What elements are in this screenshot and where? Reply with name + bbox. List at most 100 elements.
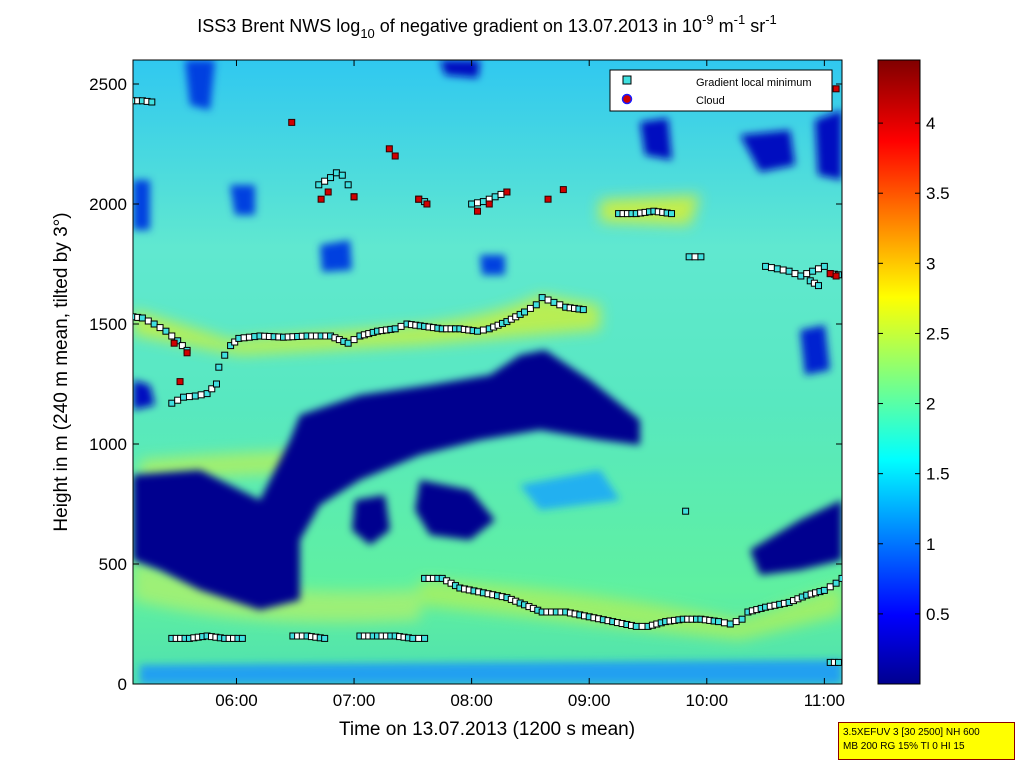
gradient-min-marker	[479, 198, 487, 206]
gradient-min-marker	[227, 342, 235, 350]
gradient-min-marker	[474, 199, 482, 207]
gradient-min-marker	[168, 399, 176, 407]
gradient-min-marker	[720, 619, 728, 627]
cloud-marker	[474, 207, 482, 215]
colorbar-tick-label: 1	[926, 535, 935, 554]
gradient-min-marker	[521, 308, 529, 316]
gradient-min-marker	[474, 327, 482, 335]
gradient-min-marker	[732, 618, 740, 626]
gradient-min-marker	[556, 301, 564, 309]
gradient-min-marker	[785, 267, 793, 275]
gradient-min-marker	[344, 181, 352, 189]
gradient-min-marker	[773, 265, 781, 273]
gradient-min-marker	[791, 270, 799, 278]
legend: Gradient local minimum Cloud	[609, 69, 833, 112]
y-tick-label: 1000	[89, 435, 127, 454]
cloud-marker	[544, 195, 552, 203]
gradient-min-marker	[168, 332, 176, 340]
gradient-min-marker	[497, 190, 505, 198]
cloud-marker	[832, 85, 840, 93]
gradient-min-marker	[415, 634, 423, 642]
gradient-min-marker	[685, 253, 693, 261]
gradient-min-marker	[691, 253, 699, 261]
cloud-marker	[170, 339, 178, 347]
y-tick-label: 2000	[89, 195, 127, 214]
cloud-marker	[176, 378, 184, 386]
gradient-min-marker	[526, 304, 534, 312]
gradient-min-marker	[208, 385, 216, 393]
gradient-min-marker	[238, 634, 246, 642]
gradient-min-marker	[814, 282, 822, 290]
gradient-min-marker	[803, 270, 811, 278]
colorbar-tick-label: 2.5	[926, 324, 950, 343]
gradient-min-marker	[409, 634, 417, 642]
y-tick-label: 0	[118, 675, 127, 694]
gradient-min-marker	[726, 620, 734, 628]
gradient-min-marker	[579, 306, 587, 314]
colorbar-tick-label: 3.5	[926, 184, 950, 203]
gradient-min-marker	[321, 177, 329, 185]
colorbar-tick-label: 2	[926, 395, 935, 414]
heatmap-field	[133, 60, 842, 684]
gradient-min-marker	[215, 363, 223, 371]
gradient-min-marker	[391, 325, 399, 333]
gradient-min-marker	[203, 390, 211, 398]
gradient-min-marker	[479, 326, 487, 334]
cloud-marker	[385, 145, 393, 153]
gradient-min-marker	[197, 391, 205, 399]
cloud-marker	[485, 200, 493, 208]
gradient-min-marker	[668, 210, 676, 218]
gradient-min-marker	[221, 351, 229, 359]
cloud-marker	[559, 186, 567, 194]
gradient-min-marker	[632, 622, 640, 630]
gradient-min-marker	[148, 98, 156, 106]
gradient-min-marker	[697, 253, 705, 261]
gradient-min-marker	[834, 658, 842, 666]
gradient-min-marker	[715, 618, 723, 626]
cloud-marker	[832, 272, 840, 280]
gradient-min-marker	[538, 294, 546, 302]
gradient-min-marker	[797, 272, 805, 280]
gradient-min-marker	[550, 298, 558, 306]
x-tick-label: 07:00	[333, 691, 376, 710]
gradient-min-marker	[421, 634, 429, 642]
legend-label-gradient: Gradient local minimum	[696, 77, 812, 89]
gradient-min-marker	[180, 393, 188, 401]
cloud-marker	[415, 195, 423, 203]
gradient-min-marker	[174, 396, 182, 404]
gradient-min-marker	[491, 193, 499, 201]
gradient-min-marker	[826, 583, 834, 591]
cloud-marker	[324, 188, 332, 196]
cloud-marker	[503, 188, 511, 196]
gradient-min-marker	[832, 579, 840, 587]
y-tick-label: 2500	[89, 75, 127, 94]
x-tick-label: 06:00	[215, 691, 258, 710]
y-axis-label: Height in m (240 m mean, tilted by 3°)	[51, 212, 72, 531]
gradient-min-marker	[178, 342, 186, 350]
settings-line-1: 3.5XEFUV 3 [30 2500] NH 600	[843, 727, 980, 738]
gradient-min-marker	[779, 266, 787, 274]
gradient-min-marker	[532, 301, 540, 309]
gradient-min-marker	[344, 339, 352, 347]
gradient-min-marker	[838, 574, 842, 582]
x-tick-label: 11:00	[804, 691, 845, 710]
series-layer	[133, 85, 842, 666]
y-tick-label: 500	[99, 555, 127, 574]
colorbar	[877, 59, 921, 685]
gradient-min-marker	[809, 267, 817, 275]
cloud-marker	[317, 195, 325, 203]
gradient-min-marker	[156, 324, 164, 332]
gradient-min-marker	[468, 200, 476, 208]
gradient-min-marker	[231, 338, 239, 346]
legend-label-cloud: Cloud	[696, 95, 725, 107]
colorbar-tick-label: 4	[926, 114, 935, 133]
x-tick-label: 08:00	[450, 691, 493, 710]
gradient-min-marker	[767, 264, 775, 272]
y-axis: 0 500 1000 1500 2000 2500	[89, 75, 842, 694]
colorbar-tick-label: 3	[926, 254, 935, 273]
gradient-min-marker	[638, 622, 646, 630]
gradient-min-marker	[150, 320, 158, 328]
gradient-min-marker	[762, 262, 770, 270]
gradient-min-marker	[814, 265, 822, 273]
